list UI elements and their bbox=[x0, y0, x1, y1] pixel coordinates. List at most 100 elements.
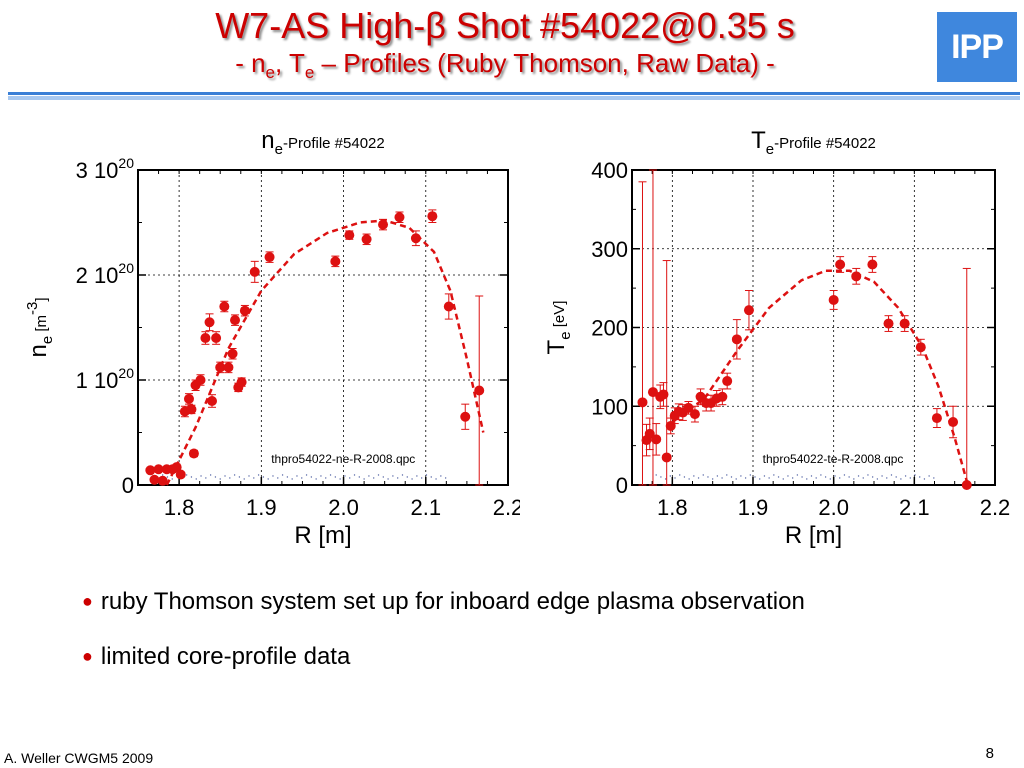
plot-frame bbox=[137, 169, 509, 486]
y-tick-label: 1 1020 bbox=[76, 365, 135, 393]
noise-dot bbox=[444, 477, 447, 479]
noise-dot bbox=[829, 478, 832, 480]
y-tick-label: 300 bbox=[591, 237, 628, 262]
noise-dot bbox=[707, 476, 709, 478]
noise-dot bbox=[820, 474, 822, 476]
chart-title: Te-Profile #54022 bbox=[751, 127, 876, 158]
noise-dot bbox=[396, 477, 399, 479]
noise-dot bbox=[166, 476, 169, 478]
footer-author: A. Weller CWGM5 2009 bbox=[4, 750, 154, 766]
noise-dot bbox=[190, 476, 193, 478]
noise-dot bbox=[749, 474, 752, 476]
data-point bbox=[731, 334, 742, 345]
noise-dot bbox=[377, 474, 380, 476]
noise-dot bbox=[435, 478, 437, 480]
data-point bbox=[186, 404, 197, 415]
noise-dot bbox=[185, 474, 188, 476]
noise-dot bbox=[839, 477, 841, 479]
data-point bbox=[175, 469, 186, 480]
noise-dot bbox=[834, 475, 836, 477]
x-tick-label: 1.9 bbox=[246, 495, 277, 520]
data-point bbox=[915, 342, 926, 353]
noise-dot bbox=[430, 476, 432, 478]
noise-dot bbox=[726, 474, 728, 476]
y-tick-label: 2 1020 bbox=[76, 260, 135, 288]
subtitle-part3: – Profiles (Ruby Thomson, Raw Data) - bbox=[314, 48, 775, 78]
noise-dot bbox=[291, 478, 293, 480]
data-point bbox=[647, 387, 658, 398]
noise-dot bbox=[344, 475, 346, 477]
noise-dot bbox=[257, 474, 260, 476]
noise-dot bbox=[900, 478, 902, 480]
noise-dot bbox=[895, 476, 897, 478]
noise-dot bbox=[416, 475, 418, 477]
noise-dot bbox=[754, 476, 756, 478]
title-beta: β bbox=[425, 5, 446, 46]
noise-dot bbox=[267, 478, 269, 480]
data-point bbox=[239, 305, 250, 316]
noise-dot bbox=[773, 474, 775, 476]
title-divider-dark bbox=[8, 92, 1020, 95]
data-point bbox=[223, 362, 234, 373]
noise-dot bbox=[933, 477, 935, 479]
noise-dot bbox=[796, 474, 799, 476]
noise-dot bbox=[923, 478, 926, 480]
bullet-dot: ● bbox=[82, 646, 93, 666]
noise-dot bbox=[763, 475, 766, 477]
logo-text: IPP bbox=[951, 28, 1004, 66]
slide-title: W7-AS High-β Shot #54022@0.35 s bbox=[90, 6, 920, 46]
data-point bbox=[200, 333, 211, 343]
noise-dot bbox=[928, 475, 930, 477]
noise-dot bbox=[243, 478, 245, 480]
noise-dot bbox=[401, 474, 404, 476]
bullet-item: ● ruby Thomson system set up for inboard … bbox=[82, 586, 805, 617]
noise-dot bbox=[205, 477, 207, 479]
data-point bbox=[344, 230, 355, 241]
noise-dot bbox=[233, 474, 236, 476]
noise-dot bbox=[782, 478, 784, 480]
noise-dot bbox=[325, 477, 327, 479]
bullet-text: ruby Thomson system set up for inboard e… bbox=[100, 588, 805, 615]
data-point bbox=[931, 413, 942, 424]
noise-dot bbox=[810, 475, 813, 477]
data-point bbox=[427, 211, 438, 222]
x-axis-label: R [m] bbox=[294, 522, 351, 549]
data-point bbox=[651, 434, 662, 445]
noise-dot bbox=[871, 476, 874, 478]
data-point bbox=[835, 259, 846, 270]
noise-dot bbox=[387, 478, 389, 480]
data-point bbox=[948, 417, 959, 427]
noise-dot bbox=[806, 478, 808, 480]
data-point bbox=[665, 420, 676, 431]
noise-dot bbox=[253, 477, 255, 479]
noise-dot bbox=[660, 476, 662, 478]
data-point bbox=[330, 256, 341, 267]
data-point bbox=[899, 318, 910, 329]
noise-dot bbox=[382, 476, 384, 478]
bullet-dot: ● bbox=[82, 591, 93, 611]
noise-dot bbox=[886, 477, 888, 479]
noise-dot bbox=[735, 478, 737, 480]
y-tick-label: 200 bbox=[591, 316, 628, 341]
noise-dot bbox=[195, 478, 197, 480]
data-point bbox=[149, 474, 160, 485]
noise-dot bbox=[730, 476, 733, 478]
noise-dot bbox=[674, 477, 676, 479]
noise-dot bbox=[688, 478, 690, 480]
data-point bbox=[743, 305, 754, 316]
noise-dot bbox=[339, 478, 341, 480]
noise-dot bbox=[759, 478, 761, 480]
noise-dot bbox=[867, 474, 869, 476]
noise-dot bbox=[224, 475, 226, 477]
noise-dot bbox=[815, 477, 817, 479]
noise-dot bbox=[392, 475, 394, 477]
y-tick-label: 100 bbox=[591, 394, 628, 419]
noise-dot bbox=[848, 476, 850, 478]
subtitle-ne-sub: e bbox=[265, 63, 275, 83]
y-tick-label: 3 1020 bbox=[76, 155, 135, 183]
file-annotation: thpro54022-ne-R-2008.qpc bbox=[271, 452, 415, 466]
noise-dot bbox=[411, 478, 413, 480]
data-point bbox=[219, 301, 230, 312]
noise-dot bbox=[777, 476, 780, 478]
noise-dot bbox=[238, 476, 241, 478]
